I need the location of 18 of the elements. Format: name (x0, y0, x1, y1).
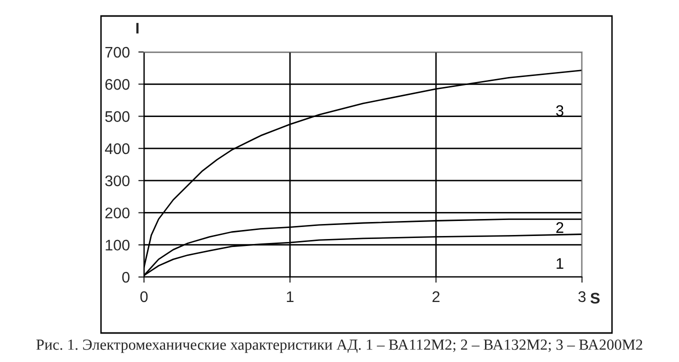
x-tick-label: 3 (578, 291, 586, 302)
text: Рис. 1. Электромеханические характеристики АД. 1 – ВА112М2; 2 – ВА132М2; 3 – ВА200М2 (36, 340, 642, 353)
text: 3 (556, 105, 564, 116)
y-tick-label: 500 (105, 111, 130, 122)
x-tick-label: 2 (432, 291, 440, 302)
y-tick-label: 100 (106, 240, 130, 251)
y-tick-label: 700 (105, 46, 130, 58)
y-tick-label: 300 (105, 175, 130, 186)
series-label: 1 (556, 258, 564, 269)
x-tick-label: 0 (140, 291, 148, 302)
y-axis-title: I (136, 22, 139, 34)
x-axis-title: S (590, 292, 600, 304)
y-tick-label: 200 (105, 208, 130, 218)
y-tick-label: 400 (104, 143, 130, 154)
series-label: 2 (556, 222, 564, 233)
y-tick-label: 600 (105, 79, 130, 90)
y-tick-label: 0 (122, 272, 130, 283)
x-tick-label: 1 (286, 291, 294, 302)
